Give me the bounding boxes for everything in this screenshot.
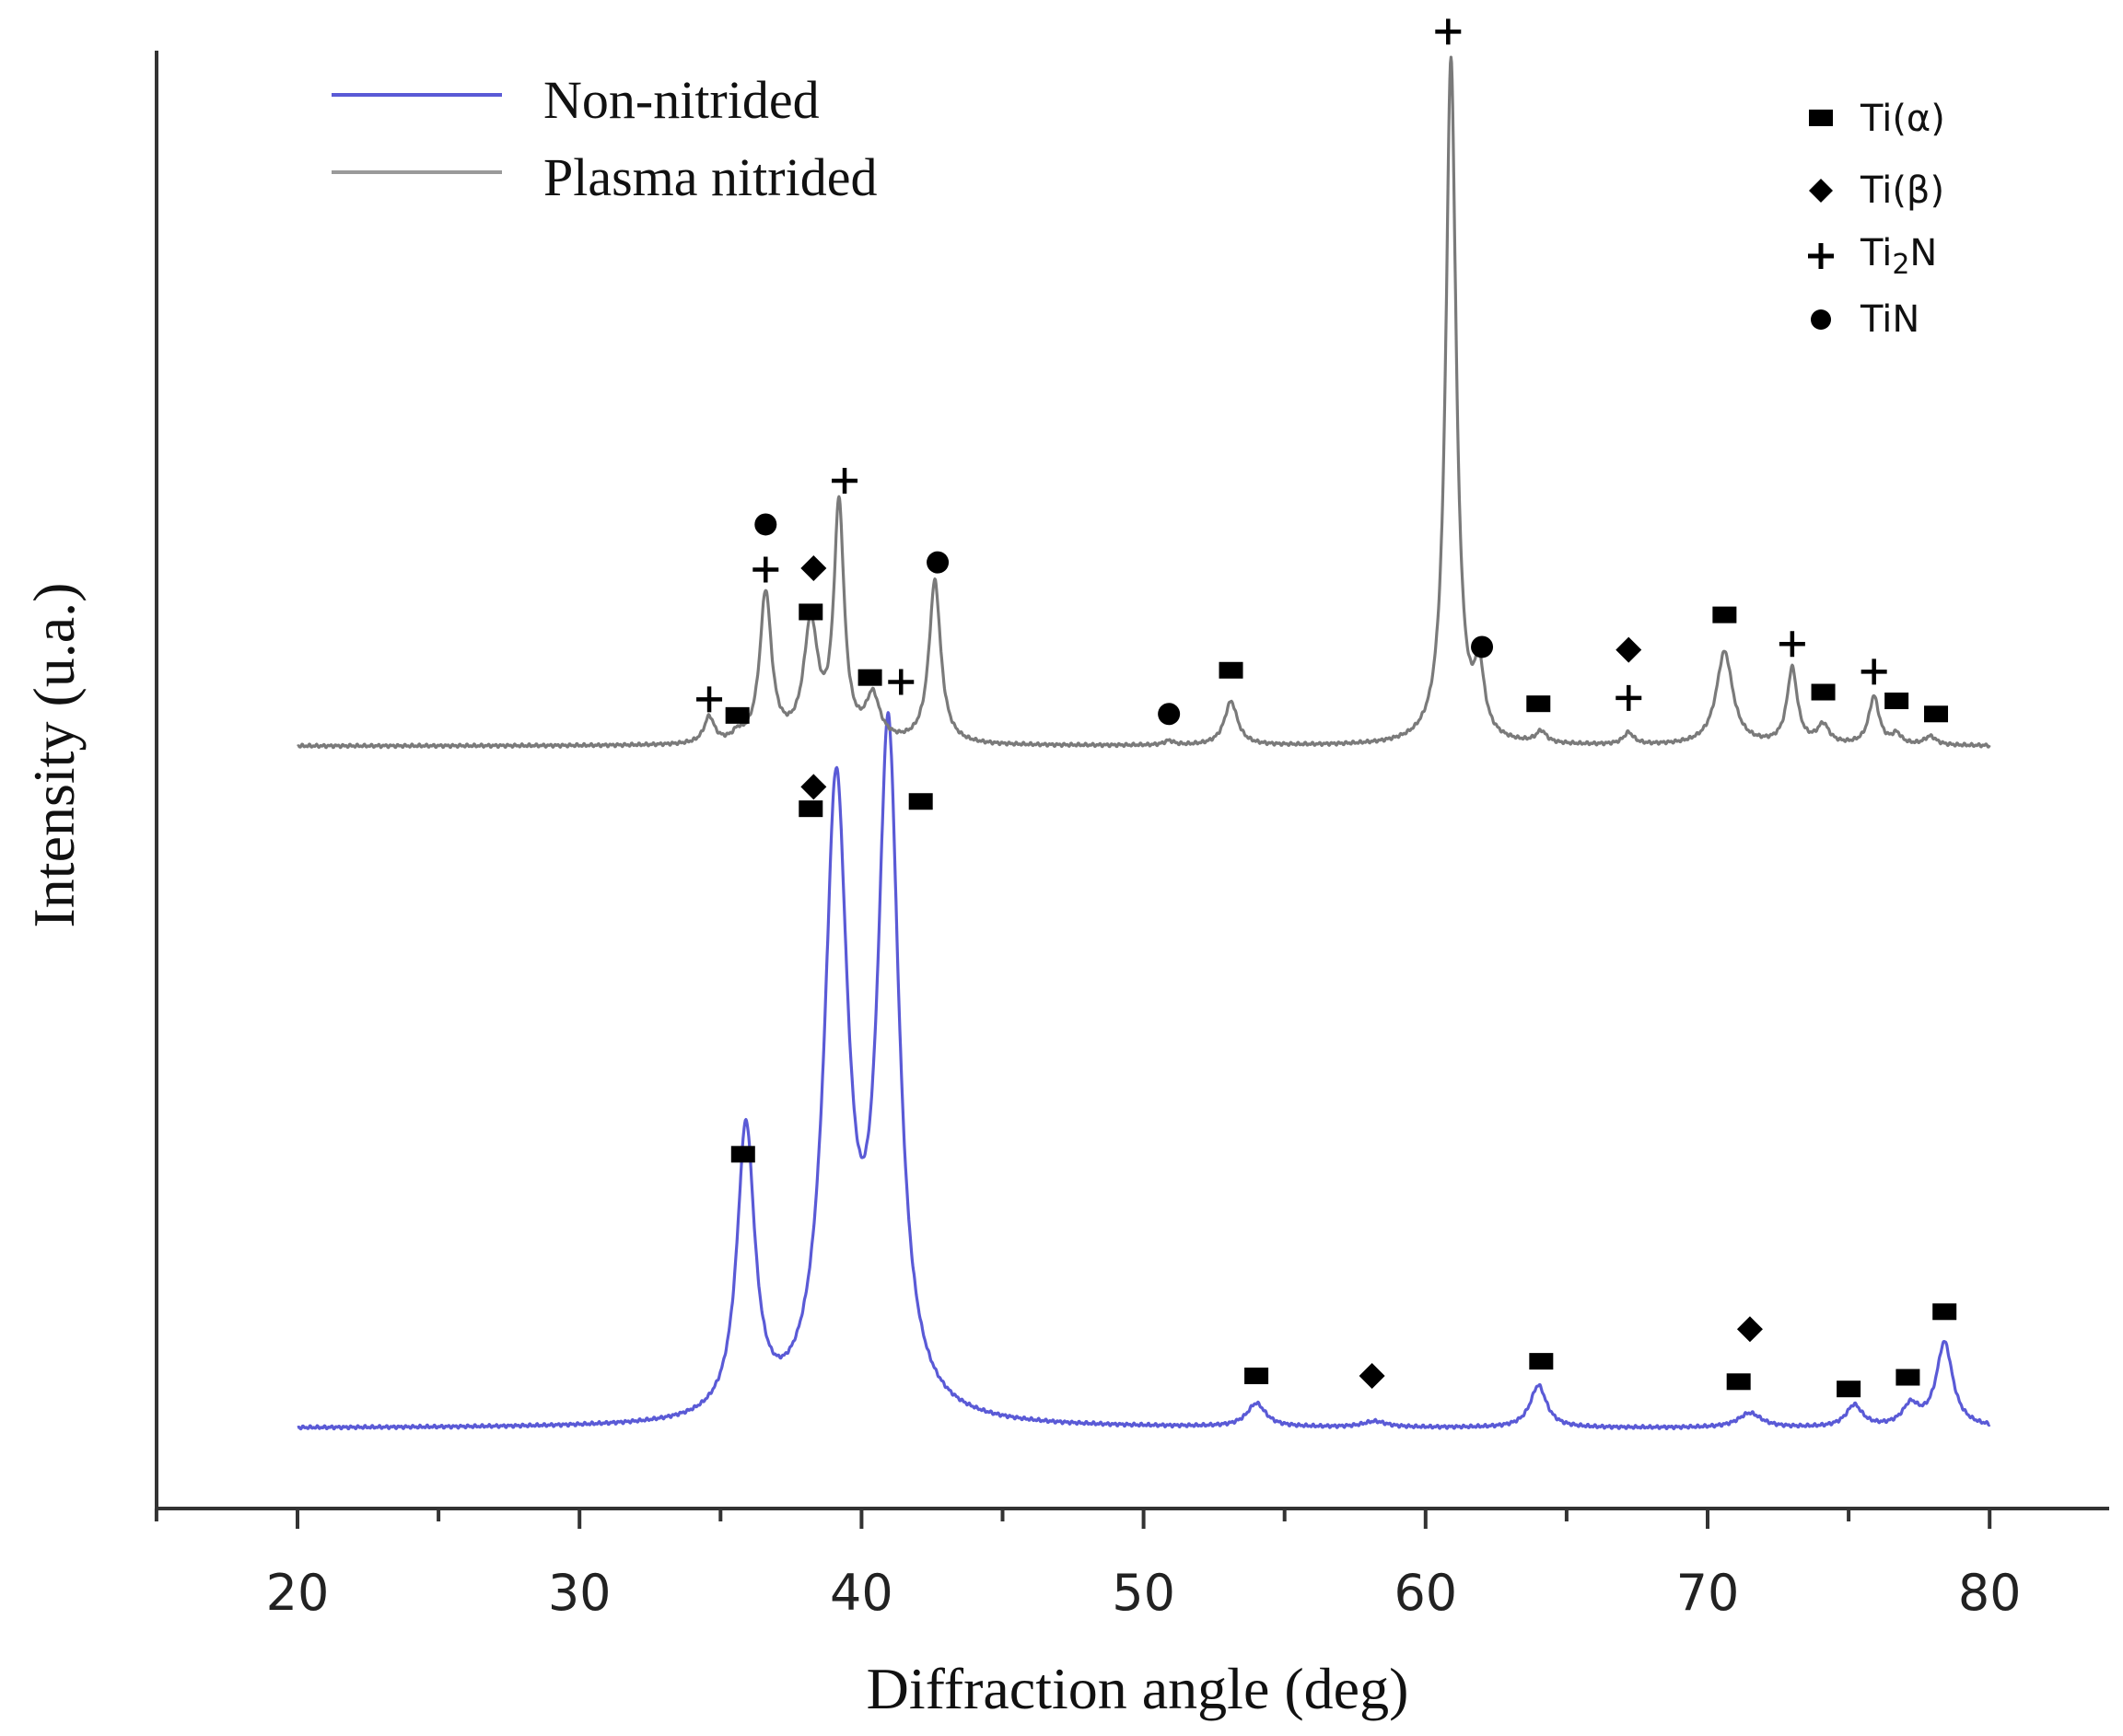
phase-marker-square	[725, 706, 750, 724]
phase-marker-square	[1896, 1369, 1920, 1386]
legend-label-ti-beta: Ti(β)	[1860, 169, 1944, 212]
phase-marker-square	[1811, 683, 1836, 701]
x-tick-label: 70	[1676, 1564, 1740, 1622]
phase-marker-square	[908, 793, 933, 810]
phase-marker-square	[1219, 661, 1243, 679]
phase-legend: Ti(α) Ti(β) Ti2N TiN	[1808, 98, 1945, 341]
legend-label-non-nitrided: Non-nitrided	[543, 70, 820, 130]
phase-marker-circle	[1158, 703, 1181, 726]
phase-marker-plus	[696, 686, 723, 713]
phase-marker-plus	[1616, 684, 1642, 711]
phase-marker-plus	[1779, 631, 1805, 658]
legend-diamond-symbol	[1809, 179, 1833, 203]
legend-square-symbol	[1809, 110, 1833, 126]
phase-marker-square	[857, 669, 882, 686]
phase-markers	[696, 18, 1957, 1398]
legend-label-plasma-nitrided: Plasma nitrided	[543, 147, 877, 207]
phase-marker-square	[1924, 705, 1949, 723]
phase-marker-plus	[1435, 18, 1462, 45]
series-line-non-nitrided	[297, 711, 1991, 1431]
phase-marker-square	[1726, 1373, 1751, 1391]
x-tick-label: 30	[548, 1564, 612, 1622]
phase-marker-diamond	[1359, 1362, 1385, 1389]
phase-marker-square	[1712, 606, 1737, 623]
phase-marker-plus	[832, 467, 858, 494]
x-axis-ticks	[154, 1509, 1992, 1529]
phase-marker-square	[1244, 1367, 1269, 1384]
x-tick-label: 60	[1394, 1564, 1457, 1622]
phase-marker-diamond	[1616, 636, 1642, 663]
x-axis-tick-labels: 20 30 40 50 60 70 80	[266, 1564, 2022, 1622]
legend-label-tin: TiN	[1860, 298, 1919, 341]
series-line-plasma-nitrided	[297, 55, 1991, 750]
phase-marker-square	[1884, 693, 1909, 710]
curves	[297, 55, 1991, 1431]
x-tick-label: 80	[1958, 1564, 2022, 1622]
x-axis-label: Diffraction angle (deg)	[867, 1656, 1409, 1721]
x-tick-label: 40	[830, 1564, 893, 1622]
legend-circle-symbol	[1811, 309, 1831, 330]
legend-label-ti2n: Ti2N	[1860, 232, 1937, 281]
phase-marker-circle	[1471, 635, 1494, 658]
phase-marker-circle	[927, 551, 950, 574]
phase-marker-square	[1529, 1353, 1554, 1370]
phase-marker-plus	[1861, 658, 1887, 685]
phase-marker-diamond	[800, 774, 827, 800]
legend-label-ti-alpha: Ti(α)	[1860, 98, 1945, 140]
phase-marker-square	[730, 1146, 755, 1163]
legend-plus-symbol	[1808, 243, 1834, 269]
phase-marker-square	[1526, 695, 1551, 713]
y-axis-label: Intensity (u.a.)	[21, 583, 87, 928]
phase-marker-circle	[754, 513, 777, 536]
x-tick-label: 50	[1112, 1564, 1175, 1622]
phase-marker-plus	[888, 669, 915, 695]
phase-marker-square	[1932, 1303, 1957, 1321]
phase-marker-square	[1837, 1381, 1861, 1398]
phase-marker-plus	[752, 556, 779, 583]
phase-marker-square	[799, 800, 823, 818]
phase-marker-diamond	[1736, 1316, 1763, 1343]
phase-marker-diamond	[800, 554, 827, 581]
x-tick-label: 20	[266, 1564, 330, 1622]
phase-marker-square	[799, 603, 823, 621]
series-legend: Non-nitrided Plasma nitrided	[332, 70, 877, 207]
